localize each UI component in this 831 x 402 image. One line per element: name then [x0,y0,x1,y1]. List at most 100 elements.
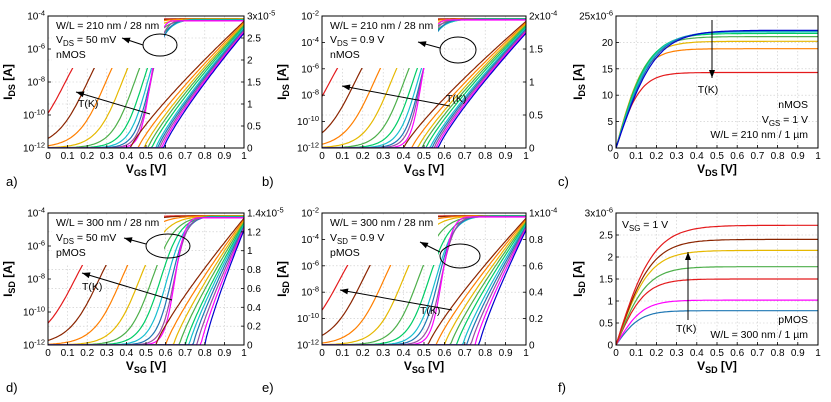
y-tick-label: 10-2 [301,206,319,220]
x-tick-label: 0.3 [100,151,114,162]
x-tick-label: 0.5 [710,348,724,359]
linear-curve [48,229,244,345]
right-tick-label: 1.5 [247,78,261,89]
y-tick-label: 10-4 [27,9,45,23]
annotation: nMOS [330,49,360,61]
x-tick-label: 0.2 [649,348,663,359]
linear-curve [322,229,526,345]
y-axis-label: ISD [A] [275,261,291,297]
x-tick-label: 1 [815,151,821,162]
temperature-arrow-head [342,84,351,91]
output-curve [616,32,818,148]
y-axis-label: ISD [A] [1,261,17,297]
panel-label: e) [262,380,274,395]
annotation: W/L = 210 nm / 28 nm [330,20,433,32]
linear-curve [48,22,244,148]
label-bg [52,18,164,68]
y-axis-label: ISD [A] [571,261,587,297]
linear-curve [322,26,526,148]
curves [616,224,818,345]
x-tick-label: 0.4 [397,348,411,359]
x-tick-label: 0.4 [690,348,704,359]
x-tick-label: 1 [241,151,247,162]
linear-curve [322,221,526,345]
annotation: VSG = 1 V [622,219,668,233]
x-tick-label: 0.1 [61,151,75,162]
linear-curve [48,24,244,148]
x-axis-label: VSG [V] [126,359,166,375]
right-tick-label: 0.4 [529,288,543,299]
linear-curve [322,23,526,148]
y-tick-label: 10-10 [23,305,45,319]
y-tick-label: 1 [607,297,613,308]
x-tick-label: 0.4 [690,151,704,162]
x-tick-label: 0.9 [499,348,513,359]
x-tick-label: 0.2 [80,151,94,162]
x-tick-label: 0.3 [670,151,684,162]
linear-curve [48,219,244,345]
annotation: T(K) [698,84,718,96]
x-tick-label: 0 [45,151,51,162]
annotation: VGS = 1 V [762,114,808,128]
x-tick-label: 0.6 [159,151,173,162]
x-tick-label: 0.4 [119,348,133,359]
y-tick-label: 0.5 [599,319,613,330]
linear-curve [48,28,244,148]
linear-curve [48,23,244,148]
x-tick-label: 0.2 [649,151,663,162]
right-tick-label: 0.5 [529,111,543,122]
x-tick-label: 0 [319,348,325,359]
x-tick-label: 0.5 [710,151,724,162]
output-curve [616,310,818,345]
annotation: W/L = 210 nm / 1 µm [710,129,808,141]
y-tick-label: 10-8 [27,272,45,286]
y-tick-label: 10-10 [297,114,319,128]
x-tick-label: 0.5 [139,348,153,359]
panel-label: a) [6,174,18,189]
right-tick-label: 0.2 [247,322,261,333]
linear-curve [48,27,244,148]
y-tick-label: 10-12 [297,338,319,352]
annotation: pMOS [778,314,808,326]
annotation: W/L = 300 nm / 28 nm [330,217,433,229]
x-axis-label: VSG [V] [404,359,444,375]
output-curve [616,278,818,345]
output-curve [616,224,818,345]
annotation: T(K) [82,281,102,293]
right-tick-label: 0.5 [247,122,261,133]
linear-curve [48,30,244,148]
x-tick-label: 0.7 [750,348,764,359]
output-curve [616,31,818,148]
output-curve [616,48,818,148]
temperature-arrow [75,91,151,115]
y-tick-label: 10-6 [301,258,319,272]
y-tick-label: 10-12 [23,141,45,155]
right-tick-label: 0 [247,341,253,352]
y-axis-label: IDS [A] [275,64,291,100]
y-tick-label: 10-10 [297,311,319,325]
y-tick-label: 15 [602,64,614,75]
linear-curve [48,31,244,148]
x-tick-label: 0.4 [119,151,133,162]
y-tick-label: 2.5 [599,231,613,242]
right-tick-label: 2 [247,56,253,67]
output-curve [616,299,818,345]
x-tick-label: 0.9 [499,151,513,162]
linear-curve [48,217,244,345]
x-tick-label: 0 [613,348,619,359]
x-tick-label: 0.8 [198,151,212,162]
y-tick-label: 10 [602,91,614,102]
arrow-to-left-axis-head [420,242,429,249]
x-tick-label: 0.2 [80,348,94,359]
y-tick-label: 3x10-6 [585,206,613,220]
arrow-to-left-axis-head [124,237,133,243]
right-tick-label: 2.5 [247,34,261,45]
annotation: nMOS [56,49,86,61]
label-bg [326,18,438,68]
y-tick-label: 25x10-6 [579,9,613,23]
log-curve [48,20,244,148]
right-tick-label: 1x10-4 [529,206,557,220]
y-tick-label: 10-12 [23,338,45,352]
linear-curve [48,20,244,148]
right-tick-label: 1 [247,246,253,257]
